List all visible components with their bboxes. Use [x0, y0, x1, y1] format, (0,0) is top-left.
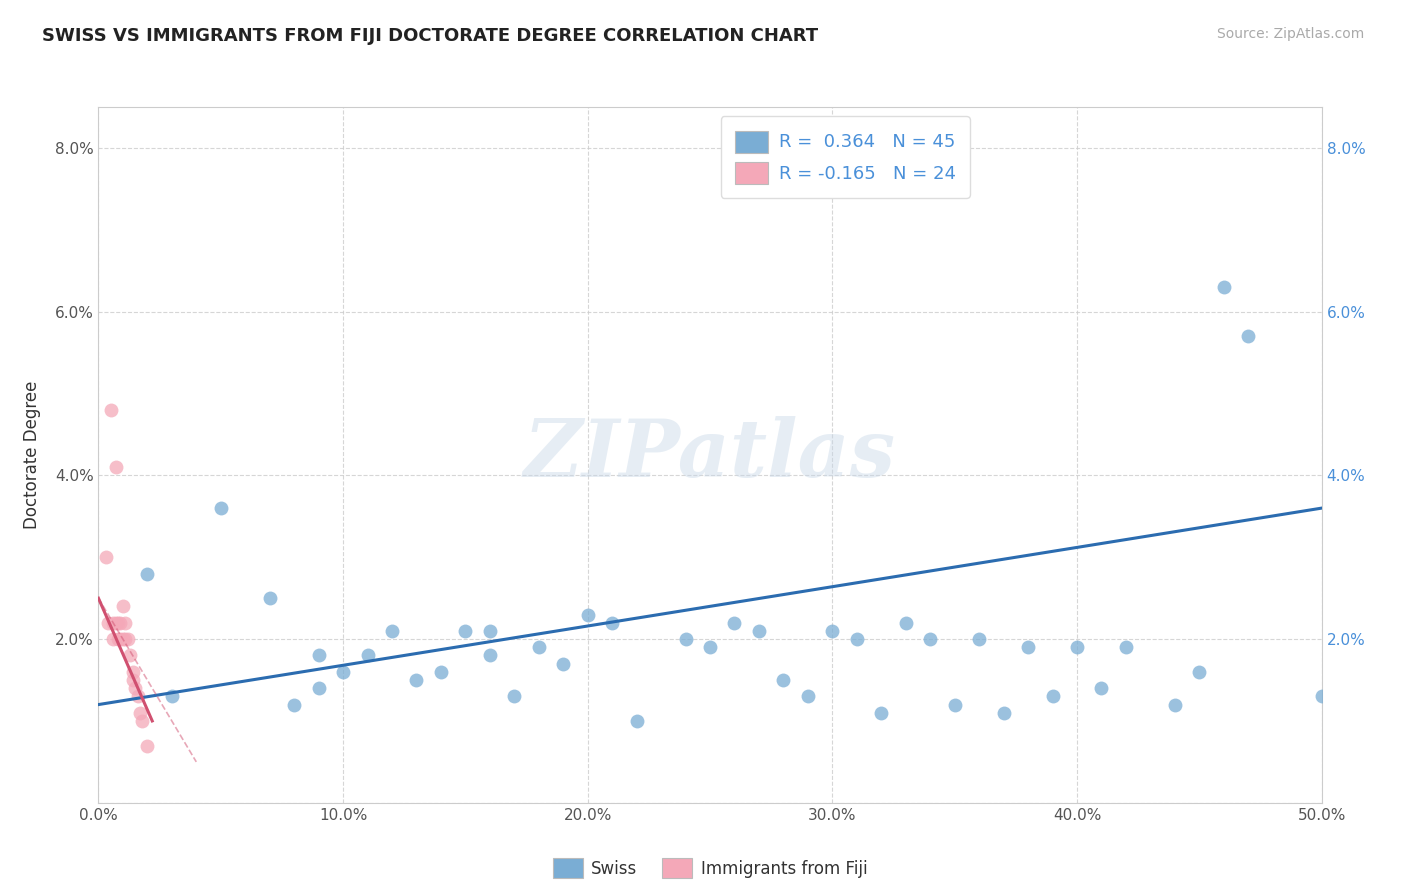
Point: [1042, 690, 1064, 704]
Point: [553, 657, 575, 671]
Point: [920, 632, 942, 646]
Point: [129, 706, 152, 720]
Legend: Swiss, Immigrants from Fiji: Swiss, Immigrants from Fiji: [546, 851, 875, 885]
Point: [845, 632, 868, 646]
Point: [104, 615, 127, 630]
Point: [308, 648, 330, 663]
Point: [723, 615, 745, 630]
Point: [527, 640, 550, 655]
Point: [1017, 640, 1039, 655]
Point: [160, 690, 183, 704]
Point: [127, 690, 149, 704]
Point: [131, 714, 153, 728]
Point: [1237, 329, 1260, 343]
Point: [259, 591, 281, 606]
Point: [748, 624, 770, 638]
Point: [967, 632, 990, 646]
Text: ZIPatlas: ZIPatlas: [524, 417, 896, 493]
Point: [97, 615, 120, 630]
Point: [454, 624, 477, 638]
Point: [107, 615, 129, 630]
Point: [114, 632, 136, 646]
Point: [1066, 640, 1088, 655]
Point: [675, 632, 697, 646]
Point: [332, 665, 354, 679]
Point: [120, 648, 142, 663]
Point: [136, 566, 159, 581]
Point: [576, 607, 599, 622]
Point: [405, 673, 427, 687]
Point: [94, 550, 117, 565]
Point: [114, 615, 136, 630]
Point: [503, 690, 526, 704]
Point: [894, 615, 917, 630]
Text: Source: ZipAtlas.com: Source: ZipAtlas.com: [1216, 27, 1364, 41]
Point: [1188, 665, 1211, 679]
Point: [821, 624, 844, 638]
Point: [101, 632, 124, 646]
Point: [136, 739, 159, 753]
Point: [1090, 681, 1112, 696]
Point: [1115, 640, 1137, 655]
Point: [110, 615, 132, 630]
Y-axis label: Doctorate Degree: Doctorate Degree: [22, 381, 41, 529]
Point: [600, 615, 623, 630]
Point: [943, 698, 966, 712]
Point: [111, 632, 134, 646]
Point: [699, 640, 721, 655]
Text: SWISS VS IMMIGRANTS FROM FIJI DOCTORATE DEGREE CORRELATION CHART: SWISS VS IMMIGRANTS FROM FIJI DOCTORATE …: [42, 27, 818, 45]
Point: [121, 665, 143, 679]
Point: [117, 632, 139, 646]
Point: [308, 681, 330, 696]
Point: [104, 460, 127, 475]
Point: [381, 624, 404, 638]
Point: [124, 681, 146, 696]
Point: [100, 403, 122, 417]
Point: [626, 714, 648, 728]
Point: [478, 648, 501, 663]
Point: [283, 698, 305, 712]
Point: [110, 632, 132, 646]
Point: [478, 624, 501, 638]
Point: [797, 690, 820, 704]
Point: [356, 648, 378, 663]
Point: [101, 615, 124, 630]
Point: [1164, 698, 1187, 712]
Point: [107, 632, 129, 646]
Point: [993, 706, 1015, 720]
Point: [209, 501, 232, 516]
Point: [870, 706, 893, 720]
Point: [121, 673, 143, 687]
Point: [430, 665, 453, 679]
Point: [1310, 690, 1333, 704]
Point: [1212, 280, 1234, 294]
Point: [772, 673, 794, 687]
Point: [111, 599, 134, 614]
